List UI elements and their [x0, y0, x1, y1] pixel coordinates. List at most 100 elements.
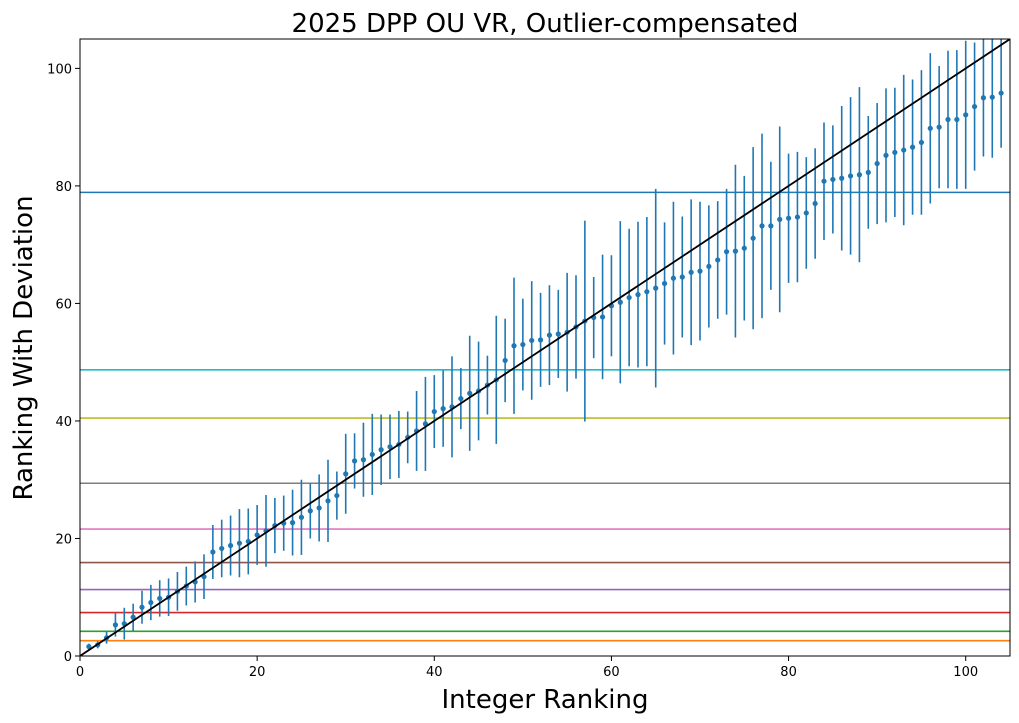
data-point [130, 614, 136, 620]
data-point [635, 292, 641, 298]
data-point [936, 124, 942, 130]
data-point [856, 172, 863, 178]
data-point [227, 542, 234, 549]
x-tick-label: 40 [426, 665, 443, 680]
chart-title: 2025 DPP OU VR, Outlier-compensated [292, 9, 799, 39]
data-point [325, 498, 331, 504]
data-point [219, 545, 225, 552]
data-point [812, 200, 818, 207]
identity-line [80, 39, 1010, 656]
data-point [334, 492, 340, 499]
data-point [918, 139, 925, 146]
data-point [644, 289, 650, 295]
data-point [768, 223, 774, 229]
data-point [369, 451, 375, 458]
y-tick-label: 100 [47, 62, 72, 77]
data-point [892, 149, 898, 156]
y-tick-label: 80 [55, 180, 72, 195]
data-point [236, 540, 243, 546]
data-point [307, 508, 313, 514]
data-point [148, 599, 154, 606]
data-point [653, 285, 659, 291]
data-point [998, 90, 1004, 96]
data-point [157, 595, 163, 602]
data-point [360, 457, 367, 463]
data-point [502, 357, 508, 364]
data-point [511, 343, 517, 349]
data-point [458, 396, 464, 402]
data-point [298, 514, 305, 520]
data-point [963, 112, 969, 118]
data-point [440, 406, 446, 412]
data-point [874, 160, 880, 167]
data-point [599, 314, 606, 320]
x-tick-label: 60 [603, 665, 620, 680]
data-point [741, 245, 747, 251]
data-point [821, 178, 827, 184]
data-point [909, 144, 916, 150]
data-point [529, 337, 535, 344]
plot-frame [79, 38, 1011, 657]
data-point [980, 95, 987, 101]
data-point [351, 458, 358, 464]
data-point [732, 248, 739, 254]
data-point [661, 280, 668, 287]
data-point [467, 390, 473, 396]
data-point [112, 622, 119, 628]
data-point [316, 505, 322, 511]
x-tick-label: 80 [780, 665, 797, 680]
y-axis-label: Ranking With Deviation [9, 195, 39, 500]
data-point [847, 173, 854, 179]
data-point [86, 643, 92, 650]
data-point [254, 532, 260, 538]
data-point [289, 520, 296, 526]
data-point [830, 176, 836, 183]
data-point [431, 408, 437, 415]
data-point [759, 223, 765, 229]
data-point [387, 444, 393, 450]
data-point [927, 125, 933, 131]
data-point [546, 332, 553, 338]
data-point [954, 116, 960, 123]
data-point [901, 147, 907, 153]
data-point [945, 116, 951, 123]
data-point [715, 257, 721, 263]
data-point [989, 94, 995, 100]
data-point [378, 447, 384, 453]
data-point [679, 274, 685, 280]
y-tick-label: 0 [64, 650, 72, 665]
x-tick-label: 100 [953, 665, 978, 680]
y-tick-label: 40 [55, 415, 72, 430]
data-point [839, 175, 845, 181]
data-point [803, 210, 809, 216]
data-point [723, 249, 730, 255]
data-point [139, 604, 145, 610]
data-point [210, 549, 216, 555]
x-axis-label: Integer Ranking [442, 685, 649, 715]
plot-area: 0 20 40 60 80 100 0 20 40 60 80 100 [47, 38, 1011, 680]
data-point [785, 215, 792, 221]
data-point [617, 299, 623, 305]
data-point [537, 337, 544, 343]
data-layer [80, 39, 1010, 656]
data-point [794, 214, 801, 220]
data-point [343, 471, 349, 477]
data-point [777, 216, 783, 222]
data-point [706, 263, 712, 270]
data-point [626, 294, 632, 301]
data-point [865, 169, 871, 175]
data-point [697, 268, 703, 274]
data-point [883, 152, 889, 158]
y-tick-label: 60 [55, 297, 72, 312]
data-point [555, 331, 561, 337]
data-point [971, 103, 978, 110]
data-point [688, 269, 694, 275]
data-point [670, 275, 677, 281]
data-point [520, 341, 526, 348]
data-point [750, 235, 756, 241]
x-tick-label: 20 [249, 665, 266, 680]
x-tick-label: 0 [76, 665, 84, 680]
y-tick-label: 20 [55, 532, 72, 547]
